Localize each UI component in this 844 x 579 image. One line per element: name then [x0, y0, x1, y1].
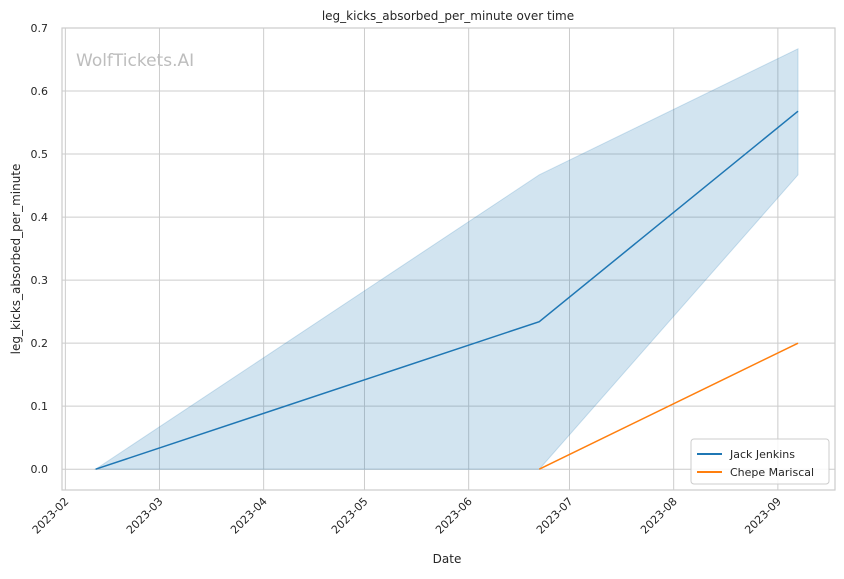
x-tick-label: 2023-05: [329, 495, 371, 537]
y-tick-label: 0.6: [31, 85, 49, 98]
series-lines: [95, 110, 799, 470]
y-tick-label: 0.3: [31, 274, 49, 287]
y-axis-label: leg_kicks_absorbed_per_minute: [9, 164, 23, 355]
y-tick-label: 0.1: [31, 400, 49, 413]
y-tick-label: 0.5: [31, 148, 49, 161]
y-tick-label: 0.2: [31, 337, 49, 350]
legend: Jack Jenkins Chepe Mariscal: [690, 438, 830, 485]
chart-title: leg_kicks_absorbed_per_minute over time: [322, 9, 574, 23]
x-axis-label: Date: [433, 552, 462, 566]
x-tick-label: 2023-03: [124, 495, 166, 537]
plot-frame: [61, 27, 836, 491]
watermark: WolfTickets.AI: [76, 51, 194, 71]
series-line: [95, 110, 799, 470]
legend-label: Jack Jenkins: [729, 448, 795, 461]
legend-label: Chepe Mariscal: [730, 466, 814, 479]
x-tick-label: 2023-02: [30, 495, 72, 537]
x-tick-label: 2023-06: [433, 495, 475, 537]
grid: [62, 27, 835, 490]
x-tick-label: 2023-07: [534, 495, 576, 537]
x-tick-label: 2023-04: [228, 495, 270, 537]
x-tick-label: 2023-08: [638, 495, 680, 537]
x-axis-ticks: 2023-02 2023-03 2023-04 2023-05 2023-06 2023-…: [30, 495, 784, 537]
legend-box: [690, 438, 830, 485]
x-tick-label: 2023-09: [742, 495, 784, 537]
y-tick-label: 0.4: [31, 211, 49, 224]
y-tick-label: 0.0: [31, 463, 49, 476]
y-tick-label: 0.7: [31, 22, 49, 35]
y-axis-ticks: 0.0 0.1 0.2 0.3 0.4 0.5 0.6 0.7: [31, 22, 49, 476]
series-line: [538, 342, 799, 470]
